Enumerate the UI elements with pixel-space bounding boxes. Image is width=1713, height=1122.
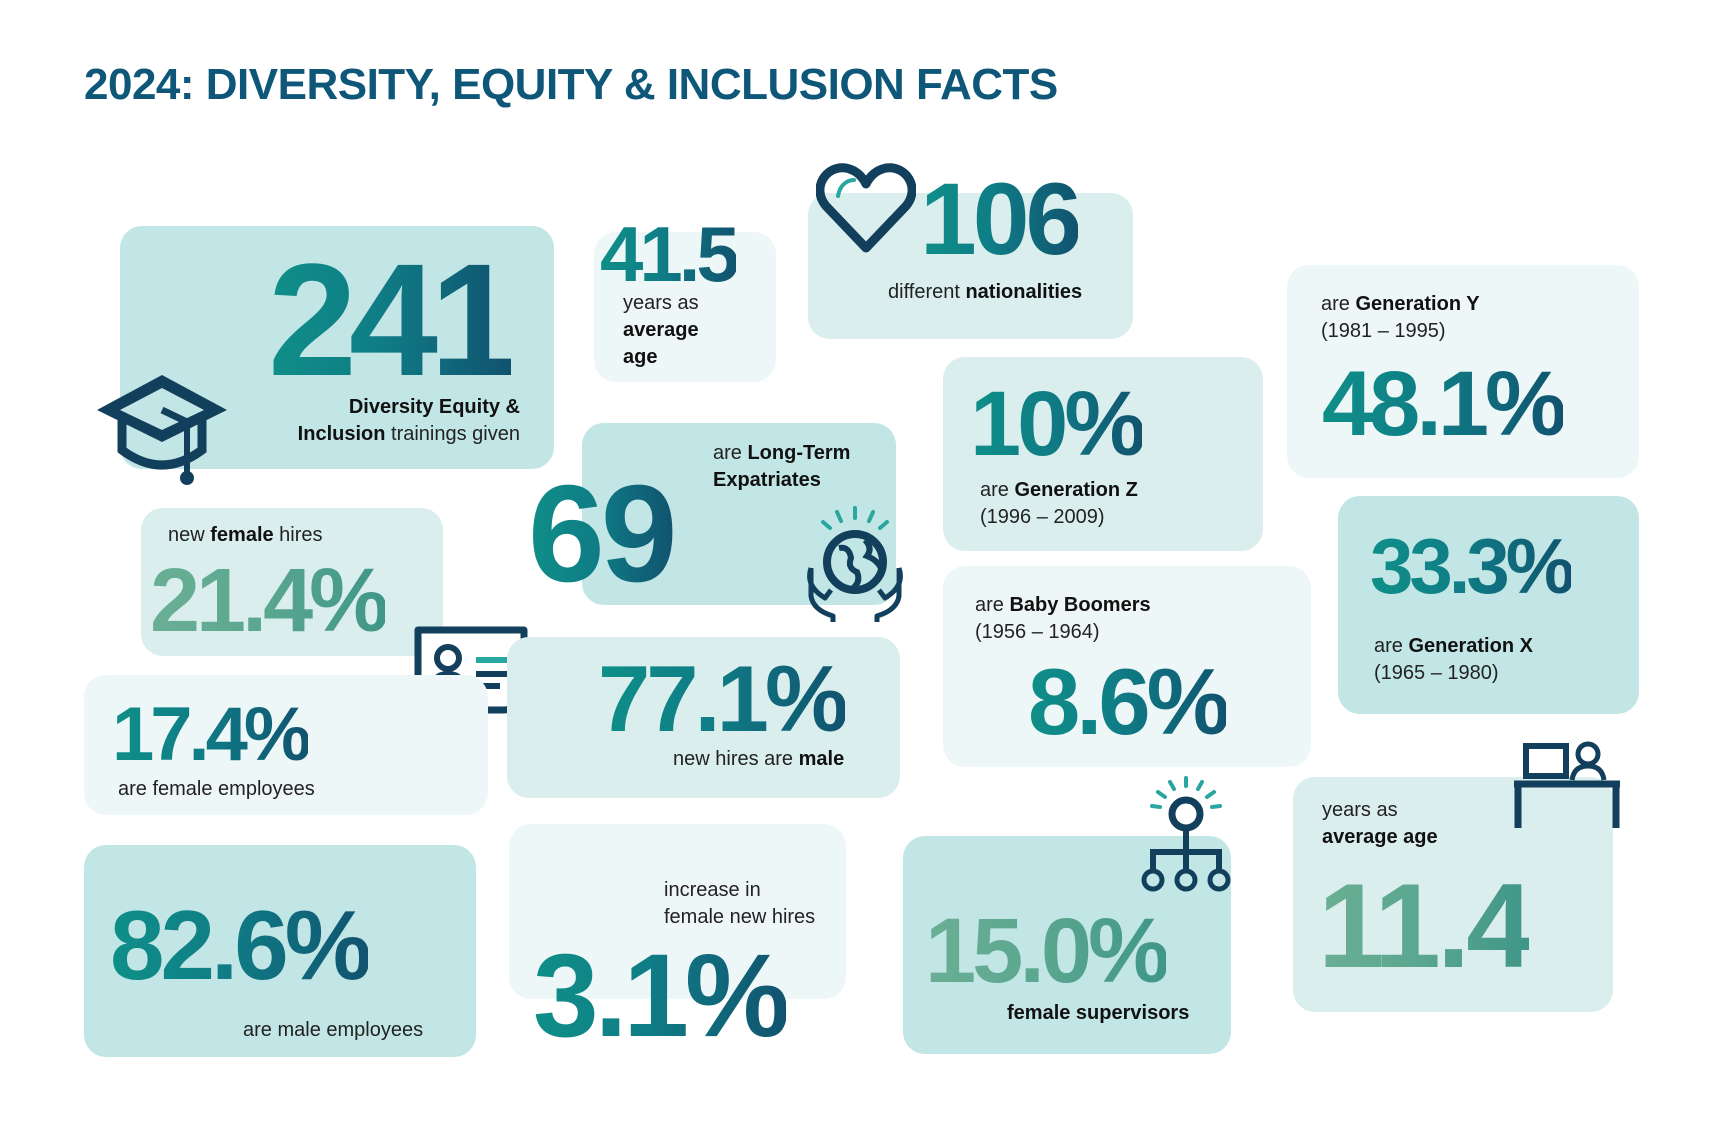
expatriates-value: 69 (528, 457, 677, 611)
desk-person-icon (1514, 741, 1620, 828)
nationalities-label: different nationalities (888, 281, 1083, 303)
supervisors-value: 15.0% (925, 900, 1170, 1002)
trainings-label: Diversity Equity & Inclusion trainings g… (297, 396, 520, 445)
expatriates-label: are Long-Term Expatriates (713, 442, 851, 491)
service-years-value: 11.4 (1318, 859, 1533, 993)
female-hires-label: new female hires (168, 524, 323, 546)
baby-boomers-label: are Baby Boomers (1956 – 1964) (975, 594, 1151, 643)
globe-hands-icon (807, 506, 903, 622)
female-employees-value: 17.4% (112, 692, 311, 777)
generation-z-value: 10% (970, 373, 1146, 475)
card-female-supervisors (903, 836, 1231, 1054)
heart-icon (816, 163, 916, 253)
graduation-cap-icon (97, 375, 227, 485)
card-average-age (594, 232, 776, 382)
card-increase-female-hires (509, 824, 846, 999)
generation-x-label: are Generation X (1965 – 1980) (1374, 635, 1533, 684)
male-hires-label: new hires are male (673, 748, 845, 770)
average-age-value: 41.5 (600, 210, 740, 298)
increase-value: 3.1% (533, 930, 790, 1062)
card-trainings (120, 226, 554, 469)
male-hires-value: 77.1% (598, 646, 849, 751)
nationalities-value: 106 (920, 162, 1082, 276)
page-title: 2024: DIVERSITY, EQUITY & INCLUSION FACT… (84, 60, 1058, 109)
service-years-label: years as average age (1322, 799, 1438, 848)
card-expatriates (582, 423, 896, 605)
card-female-employees (84, 675, 488, 815)
card-male-employees (84, 845, 476, 1057)
card-generation-z (943, 357, 1263, 551)
generation-x-value: 33.3% (1370, 522, 1575, 610)
org-chart-icon (1141, 776, 1231, 892)
generation-y-value: 48.1% (1322, 353, 1567, 455)
card-generation-x (1338, 496, 1639, 714)
trainings-value: 241 (268, 230, 519, 409)
increase-label: increase in female new hires (664, 879, 816, 928)
supervisors-label: female supervisors (1007, 1002, 1190, 1024)
generation-y-label: are Generation Y (1981 – 1995) (1321, 293, 1480, 342)
male-employees-label: are male employees (243, 1019, 424, 1041)
card-service-years (1293, 777, 1613, 1012)
baby-boomers-value: 8.6% (1028, 649, 1230, 754)
average-age-label: years as average age (623, 292, 699, 368)
card-nationalities (808, 193, 1133, 339)
male-employees-value: 82.6% (110, 890, 372, 1000)
generation-z-label: are Generation Z (1996 – 2009) (980, 479, 1138, 528)
card-female-hires (141, 508, 443, 656)
female-hires-value: 21.4% (150, 551, 389, 651)
female-employees-label: are female employees (118, 778, 315, 800)
card-generation-y (1287, 265, 1639, 478)
card-male-hires (507, 637, 900, 798)
card-baby-boomers (943, 566, 1311, 767)
